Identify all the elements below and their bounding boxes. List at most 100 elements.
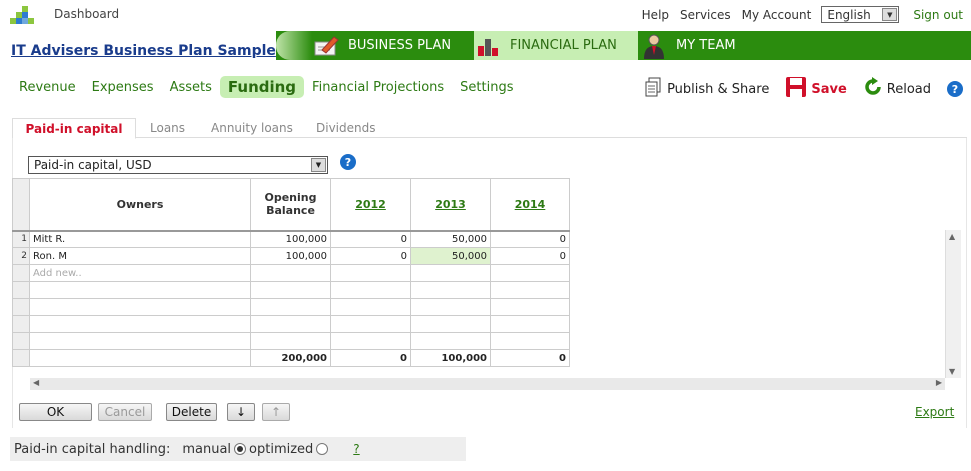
value-cell-2014[interactable]: 0 — [490, 230, 570, 248]
empty-cell[interactable] — [29, 281, 251, 299]
help-button[interactable]: ? — [947, 81, 963, 97]
move-down-button[interactable]: ↓ — [227, 403, 255, 421]
value-cell-2013-selected[interactable]: 50,000 — [410, 247, 491, 265]
paid-in-capital-handling: Paid-in capital handling: manual optimiz… — [10, 437, 466, 461]
help-link[interactable]: Help — [641, 7, 670, 22]
empty-cell[interactable] — [250, 281, 331, 299]
scroll-up-icon[interactable]: ▲ — [949, 232, 956, 241]
subnav-expenses[interactable]: Expenses — [91, 79, 154, 95]
tab-annuity-loans[interactable]: Annuity loans — [211, 121, 293, 135]
paid-in-capital-grid: Owners Opening Balance 2012 2013 2014 1 … — [12, 178, 570, 367]
sub-nav: Revenue Expenses Assets Funding Financia… — [11, 76, 522, 98]
sign-out-link[interactable]: Sign out — [913, 7, 963, 22]
opening-cell[interactable]: 100,000 — [250, 247, 331, 265]
plan-title[interactable]: IT Advisers Business Plan Sample — [11, 43, 276, 59]
empty-cell[interactable] — [410, 281, 491, 299]
services-link[interactable]: Services — [680, 7, 731, 22]
row-number — [12, 281, 30, 299]
ok-button[interactable]: OK — [19, 403, 92, 421]
scroll-left-icon[interactable]: ◀ — [33, 378, 40, 387]
value-cell-2013[interactable]: 50,000 — [410, 230, 491, 248]
tab-financial-plan[interactable]: FINANCIAL PLAN — [474, 31, 638, 60]
reload-button[interactable]: Reload — [863, 77, 931, 101]
value-cell-2014[interactable]: 0 — [490, 247, 570, 265]
scroll-right-icon[interactable]: ▶ — [935, 378, 942, 387]
save-label: Save — [811, 81, 847, 97]
handling-help-link[interactable]: ? — [353, 442, 360, 456]
empty-cell[interactable] — [250, 315, 331, 333]
col-2013[interactable]: 2013 — [410, 178, 491, 232]
manual-radio[interactable] — [234, 443, 247, 455]
empty-cell[interactable] — [330, 281, 411, 299]
empty-cell[interactable] — [330, 264, 411, 282]
empty-cell[interactable] — [330, 332, 411, 350]
cancel-button[interactable]: Cancel — [98, 403, 152, 421]
subnav-settings[interactable]: Settings — [460, 79, 514, 95]
save-button[interactable]: Save — [785, 76, 847, 102]
subnav-financial-projections[interactable]: Financial Projections — [312, 79, 445, 95]
value-cell-2012[interactable]: 0 — [330, 230, 411, 248]
empty-cell[interactable] — [410, 315, 491, 333]
tab-business-plan-label: BUSINESS PLAN — [348, 38, 452, 53]
empty-cell[interactable] — [410, 264, 491, 282]
empty-cell[interactable] — [250, 298, 331, 316]
reload-icon — [863, 77, 883, 101]
language-value: English — [827, 7, 871, 22]
row-number — [12, 264, 30, 282]
empty-cell[interactable] — [410, 298, 491, 316]
horizontal-scrollbar[interactable]: ◀ ▶ — [30, 378, 945, 390]
empty-cell[interactable] — [490, 332, 570, 350]
tab-loans[interactable]: Loans — [150, 121, 186, 135]
table-row-empty — [12, 332, 570, 350]
owner-cell[interactable]: Ron. M — [29, 247, 251, 265]
owner-cell[interactable]: Mitt R. — [29, 230, 251, 248]
dashboard-link[interactable]: Dashboard — [54, 7, 120, 21]
scroll-down-icon[interactable]: ▼ — [949, 367, 956, 376]
my-account-link[interactable]: My Account — [741, 7, 812, 22]
table-row: 1 Mitt R. 100,000 0 50,000 0 — [12, 230, 570, 248]
export-link[interactable]: Export — [915, 405, 955, 419]
empty-cell[interactable] — [330, 315, 411, 333]
col-2014[interactable]: 2014 — [490, 178, 570, 232]
opening-cell[interactable]: 100,000 — [250, 230, 331, 248]
empty-cell[interactable] — [29, 332, 251, 350]
move-up-button[interactable]: ↑ — [262, 403, 290, 421]
empty-cell[interactable] — [250, 332, 331, 350]
empty-cell[interactable] — [330, 298, 411, 316]
empty-cell[interactable] — [490, 298, 570, 316]
subnav-assets[interactable]: Assets — [169, 79, 212, 95]
delete-button[interactable]: Delete — [166, 403, 217, 421]
tab-paid-in-capital[interactable]: Paid-in capital — [12, 118, 136, 139]
subnav-revenue[interactable]: Revenue — [19, 79, 76, 95]
vertical-scrollbar[interactable]: ▲ ▼ — [945, 230, 961, 378]
tab-my-team[interactable]: MY TEAM — [640, 31, 736, 60]
value-cell-2012[interactable]: 0 — [330, 247, 411, 265]
pencil-document-icon — [312, 33, 340, 59]
add-new-cell[interactable]: Add new.. — [29, 264, 251, 282]
app-logo-icon[interactable] — [8, 2, 36, 28]
table-row: 2 Ron. M 100,000 0 50,000 0 — [12, 247, 570, 265]
empty-cell[interactable] — [490, 281, 570, 299]
top-bar: Dashboard Help Services My Account Engli… — [0, 0, 971, 28]
empty-cell[interactable] — [490, 315, 570, 333]
tab-financial-plan-label: FINANCIAL PLAN — [510, 38, 617, 53]
publish-share-button[interactable]: Publish & Share — [645, 77, 769, 101]
currency-select[interactable]: Paid-in capital, USD ▼ — [28, 156, 328, 174]
empty-cell[interactable] — [410, 332, 491, 350]
select-help-button[interactable]: ? — [340, 154, 356, 170]
action-bar: Publish & Share Save Reload ? — [629, 76, 963, 102]
handling-label: Paid-in capital handling: — [14, 441, 171, 457]
row-header-corner — [12, 178, 30, 232]
optimized-radio[interactable] — [316, 443, 329, 455]
empty-cell[interactable] — [490, 264, 570, 282]
col-2012[interactable]: 2012 — [330, 178, 411, 232]
tab-dividends[interactable]: Dividends — [316, 121, 376, 135]
subnav-funding[interactable]: Funding — [219, 76, 305, 98]
row-number — [12, 332, 30, 350]
tab-business-plan[interactable]: BUSINESS PLAN — [312, 31, 451, 60]
reload-label: Reload — [886, 81, 931, 97]
language-select[interactable]: English ▼ — [821, 6, 900, 23]
empty-cell[interactable] — [250, 264, 331, 282]
empty-cell[interactable] — [29, 298, 251, 316]
empty-cell[interactable] — [29, 315, 251, 333]
